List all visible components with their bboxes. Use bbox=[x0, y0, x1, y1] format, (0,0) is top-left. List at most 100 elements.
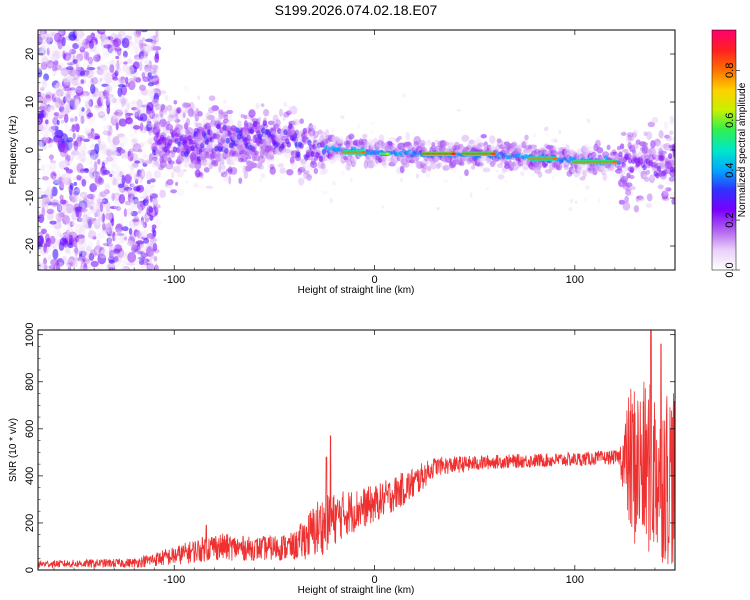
heatmap-cell bbox=[64, 154, 74, 165]
heatmap-cell bbox=[181, 109, 188, 115]
heatmap-cell bbox=[74, 97, 80, 107]
colorbar-tick-label: 0.6 bbox=[724, 113, 736, 128]
heatmap-cell bbox=[48, 154, 54, 160]
heatmap-cell bbox=[54, 231, 62, 242]
x-tick-label: -100 bbox=[163, 574, 185, 586]
heatmap-cell bbox=[68, 141, 73, 150]
heatmap-cell bbox=[52, 50, 60, 61]
heatmap-cell bbox=[178, 113, 184, 121]
heatmap-cell bbox=[97, 177, 105, 185]
heatmap-cell bbox=[651, 116, 659, 124]
heatmap-cell bbox=[131, 199, 141, 209]
heatmap-cell bbox=[150, 192, 159, 200]
heatmap-cell bbox=[200, 142, 205, 149]
heatmap-cell bbox=[48, 143, 52, 149]
heatmap-cell bbox=[146, 232, 155, 239]
heatmap-cell bbox=[77, 152, 82, 159]
heatmap-cell bbox=[118, 171, 124, 178]
heatmap-cell bbox=[142, 229, 148, 239]
heatmap-cell bbox=[332, 180, 336, 186]
heatmap-cell bbox=[104, 85, 113, 93]
heatmap-cell bbox=[99, 210, 103, 221]
heatmap-cell bbox=[74, 241, 78, 248]
heatmap-cell bbox=[142, 154, 152, 159]
heatmap-cell bbox=[68, 234, 73, 246]
heatmap-cell bbox=[81, 178, 87, 187]
heatmap-cell bbox=[242, 165, 247, 174]
heatmap-cell bbox=[71, 189, 80, 199]
heatmap-cell bbox=[672, 136, 675, 143]
heatmap-cell bbox=[89, 205, 94, 210]
heatmap-cell bbox=[155, 30, 159, 38]
heatmap-cell bbox=[195, 132, 202, 142]
heatmap-cell bbox=[80, 263, 84, 270]
heatmap-cell bbox=[136, 221, 144, 226]
heatmap-cell bbox=[38, 35, 47, 43]
heatmap-cell bbox=[55, 98, 61, 110]
heatmap-cell bbox=[63, 248, 68, 253]
heatmap-cell bbox=[489, 135, 496, 144]
heatmap-cell bbox=[97, 253, 107, 265]
heatmap-cell bbox=[141, 72, 146, 79]
spectrogram-x-axis-label: Height of straight line (km) bbox=[298, 285, 415, 296]
heatmap-cell bbox=[140, 30, 149, 33]
y-tick-label: 1000 bbox=[24, 322, 36, 346]
heatmap-cell bbox=[98, 264, 104, 270]
heatmap-cell bbox=[142, 98, 148, 104]
heatmap-cell bbox=[46, 185, 54, 193]
heatmap-cell bbox=[52, 72, 57, 77]
heatmap-cell bbox=[101, 213, 105, 223]
heatmap-cell bbox=[116, 60, 120, 71]
heatmap-cell bbox=[98, 30, 108, 33]
heatmap-cell bbox=[154, 120, 160, 129]
heatmap-cell bbox=[130, 210, 138, 217]
chart-title: S199.2026.074.02.18.E07 bbox=[275, 2, 438, 18]
heatmap-cell bbox=[197, 111, 203, 117]
heatmap-cell bbox=[76, 106, 83, 111]
heatmap-cell bbox=[649, 174, 655, 180]
heatmap-cell bbox=[563, 165, 569, 171]
heatmap-cell bbox=[208, 95, 216, 101]
heatmap-cell bbox=[51, 80, 60, 89]
heatmap-cell bbox=[193, 182, 199, 188]
heatmap-cell bbox=[123, 61, 128, 65]
heatmap-cell bbox=[80, 79, 85, 84]
heatmap-cell bbox=[61, 205, 70, 214]
heatmap-cell bbox=[66, 66, 74, 71]
heatmap-cell bbox=[57, 178, 64, 187]
heatmap-cell bbox=[61, 107, 70, 117]
heatmap-cell bbox=[74, 245, 79, 257]
heatmap-cell bbox=[116, 166, 125, 177]
heatmap-cell bbox=[75, 64, 82, 71]
heatmap-cell bbox=[633, 205, 640, 213]
heatmap-cell bbox=[59, 194, 64, 201]
heatmap-cell bbox=[361, 133, 368, 139]
heatmap-cell bbox=[126, 171, 134, 176]
heatmap-cell bbox=[381, 205, 384, 209]
heatmap-cell bbox=[40, 46, 47, 56]
heatmap-cell bbox=[89, 157, 93, 166]
heatmap-cell bbox=[55, 81, 62, 93]
heatmap-cell bbox=[45, 60, 55, 69]
heatmap-cell bbox=[84, 111, 89, 115]
heatmap-cell bbox=[64, 259, 74, 263]
heatmap-cell bbox=[147, 158, 153, 165]
heatmap-cell bbox=[111, 164, 121, 174]
heatmap-cell bbox=[212, 133, 218, 140]
heatmap-cell bbox=[56, 230, 62, 237]
heatmap-cell bbox=[110, 115, 118, 126]
heatmap-cell bbox=[105, 223, 112, 235]
heatmap-cell bbox=[192, 142, 197, 149]
heatmap-cell bbox=[71, 149, 80, 156]
heatmap-cell bbox=[153, 157, 162, 163]
heatmap-cell bbox=[63, 177, 72, 186]
heatmap-cell bbox=[106, 195, 111, 200]
heatmap-cell bbox=[237, 120, 242, 129]
heatmap-cell bbox=[50, 101, 57, 111]
heatmap-cell bbox=[495, 169, 500, 172]
heatmap-cell bbox=[77, 37, 86, 44]
heatmap-cell bbox=[73, 191, 80, 196]
y-tick-label: -20 bbox=[24, 238, 36, 254]
heatmap-cell bbox=[93, 54, 101, 62]
heatmap-cell bbox=[230, 162, 235, 166]
